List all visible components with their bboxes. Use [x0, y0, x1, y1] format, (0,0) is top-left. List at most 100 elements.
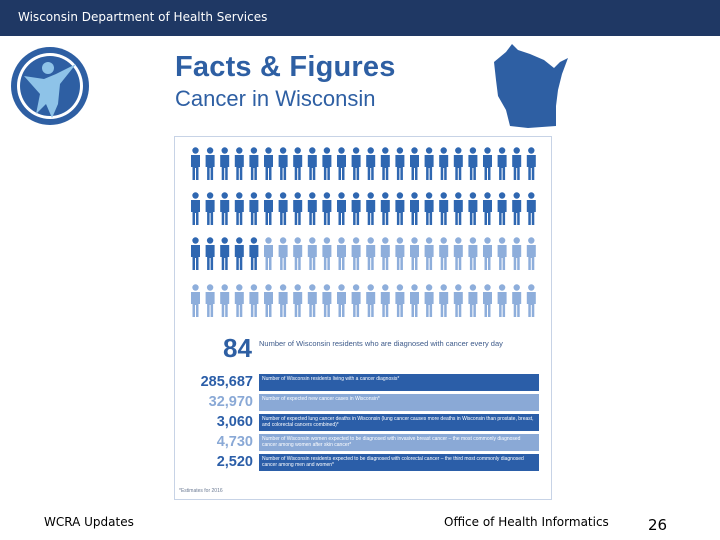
person-figure-icon	[483, 147, 492, 180]
person-figure-icon	[205, 147, 215, 180]
person-figure-icon	[366, 284, 376, 317]
person-figure-icon	[453, 147, 463, 180]
person-figure-icon	[497, 147, 507, 180]
person-figure-icon	[526, 147, 536, 180]
person-figure-icon	[410, 192, 419, 225]
person-figure-icon	[366, 192, 376, 225]
person-figure-icon	[220, 237, 230, 270]
footer-center-text: Office of Health Informatics	[444, 515, 609, 529]
person-figure-icon	[526, 237, 536, 270]
person-figure-icon	[497, 192, 507, 225]
footnote: *Estimates for 2016	[179, 488, 223, 494]
person-figure-icon	[322, 284, 332, 317]
person-figure-icon	[439, 192, 449, 225]
person-figure-icon	[395, 147, 405, 180]
person-figure-icon	[191, 192, 200, 225]
person-figure-icon	[366, 147, 376, 180]
stat-description: Number of Wisconsin women expected to be…	[259, 434, 539, 451]
person-figure-icon	[220, 192, 230, 225]
person-figure-icon	[249, 192, 259, 225]
stat-row: 32,970 Number of expected new cancer case…	[175, 393, 551, 411]
person-figure-icon	[380, 284, 390, 317]
person-figure-icon	[293, 147, 303, 180]
person-figure-icon	[191, 147, 200, 180]
stat-value: 285,687	[200, 374, 253, 390]
person-figure-icon	[395, 192, 405, 225]
header-bar: Wisconsin Department of Health Services	[0, 0, 720, 36]
wisconsin-map-icon	[494, 44, 568, 128]
person-figure-icon	[483, 192, 492, 225]
stat-value: 2,520	[216, 454, 253, 470]
person-figure-icon	[322, 192, 332, 225]
person-figure-icon	[278, 192, 288, 225]
person-figure-icon	[512, 147, 522, 180]
person-figure-icon	[453, 237, 463, 270]
page-number: 26	[648, 516, 668, 534]
person-figure-icon	[439, 237, 449, 270]
person-figure-icon	[293, 192, 303, 225]
infographic-panel: 84 Number of Wisconsin residents who are…	[174, 136, 552, 500]
person-figure-icon	[453, 192, 463, 225]
person-figure-icon	[278, 237, 288, 270]
person-figure-icon	[191, 237, 200, 270]
person-figure-icon	[234, 192, 244, 225]
daily-diagnoses-number: 84	[223, 333, 252, 363]
person-figure-icon	[307, 284, 317, 317]
person-figure-icon	[380, 237, 390, 270]
stat-row: 2,520 Number of Wisconsin residents expec…	[175, 453, 551, 471]
person-figure-icon	[351, 237, 361, 270]
person-figure-icon	[512, 192, 522, 225]
person-figure-icon	[337, 147, 346, 180]
person-figure-icon	[205, 237, 215, 270]
person-figure-icon	[380, 147, 390, 180]
person-figure-icon	[307, 192, 317, 225]
person-figure-icon	[205, 284, 215, 317]
person-figure-icon	[468, 192, 478, 225]
stat-description: Number of Wisconsin residents expected t…	[259, 454, 539, 471]
person-figure-icon	[483, 237, 492, 270]
person-figure-icon	[293, 284, 303, 317]
person-figure-icon	[410, 284, 419, 317]
stat-value: 4,730	[216, 434, 253, 450]
stat-row: 4,730 Number of Wisconsin women expected …	[175, 433, 551, 451]
person-figure-icon	[351, 147, 361, 180]
person-figure-icon	[439, 147, 449, 180]
person-figure-icon	[424, 192, 434, 225]
person-figure-icon	[424, 147, 434, 180]
person-figure-icon	[264, 284, 273, 317]
person-figure-icon	[366, 237, 376, 270]
person-figure-icon	[337, 237, 346, 270]
person-figure-icon	[249, 237, 259, 270]
stat-description: Number of Wisconsin residents living wit…	[259, 374, 539, 391]
daily-diagnoses-text: Number of Wisconsin residents who are di…	[259, 339, 503, 348]
person-figure-icon	[234, 284, 244, 317]
person-figure-icon	[512, 284, 522, 317]
person-figure-icon	[264, 237, 273, 270]
header-title: Wisconsin Department of Health Services	[18, 10, 268, 24]
person-figure-icon	[278, 147, 288, 180]
stat-row: 3,060 Number of expected lung cancer deat…	[175, 413, 551, 431]
person-figure-icon	[337, 284, 346, 317]
person-figure-icon	[322, 147, 332, 180]
footer-left-text: WCRA Updates	[44, 515, 134, 529]
stat-row: 285,687 Number of Wisconsin residents liv…	[175, 373, 551, 391]
person-figure-icon	[410, 237, 419, 270]
person-figure-icon	[439, 284, 449, 317]
person-figure-icon	[424, 237, 434, 270]
person-figure-icon	[234, 147, 244, 180]
person-figure-icon	[220, 284, 230, 317]
person-figure-icon	[424, 284, 434, 317]
person-figure-icon	[337, 192, 346, 225]
person-figure-icon	[468, 147, 478, 180]
person-figure-icon	[205, 192, 215, 225]
person-figure-icon	[307, 147, 317, 180]
person-figure-icon	[526, 192, 536, 225]
person-figure-icon	[293, 237, 303, 270]
people-figures	[191, 147, 536, 317]
person-figure-icon	[512, 237, 522, 270]
person-figure-icon	[234, 237, 244, 270]
person-figure-icon	[249, 147, 259, 180]
person-figure-icon	[278, 284, 288, 317]
person-figure-icon	[497, 237, 507, 270]
person-figure-icon	[395, 237, 405, 270]
